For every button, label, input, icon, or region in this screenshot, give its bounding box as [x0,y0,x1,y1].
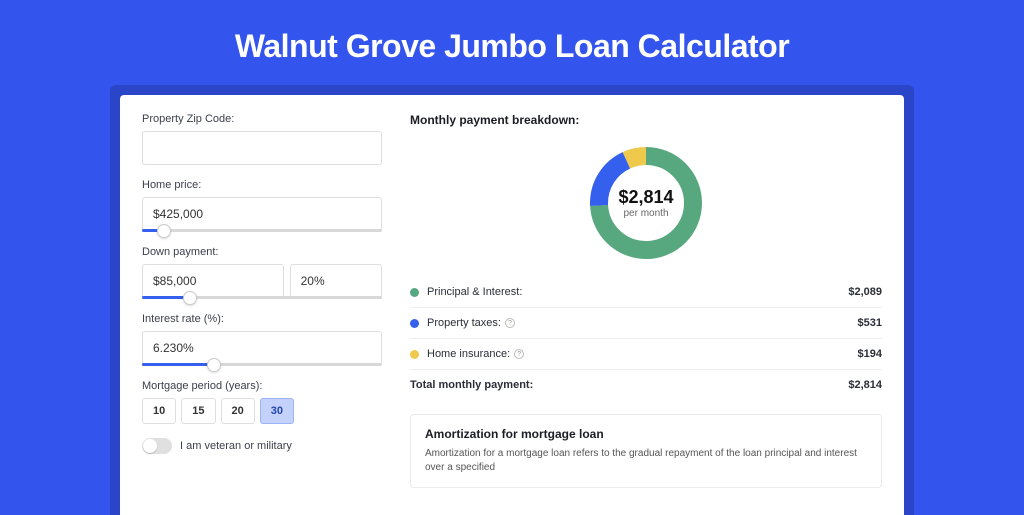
slider-thumb[interactable] [157,224,171,238]
amortization-text: Amortization for a mortgage loan refers … [425,447,867,475]
breakdown-label: Principal & Interest: [427,286,848,298]
interest-rate-input[interactable] [142,331,382,365]
down-payment-input[interactable] [142,264,284,298]
donut-chart-wrap: $2,814 per month [410,139,882,277]
info-icon[interactable]: ? [505,318,515,328]
breakdown-row: Principal & Interest:$2,089 [410,277,882,307]
home-price-slider[interactable] [142,229,382,232]
donut-amount: $2,814 [618,187,673,208]
color-swatch [410,288,419,297]
veteran-label: I am veteran or military [180,440,292,452]
breakdown-label: Home insurance:? [427,348,858,360]
interest-rate-label: Interest rate (%): [142,313,382,325]
breakdown-column: Monthly payment breakdown: $2,814 per mo… [410,113,882,515]
down-payment-pct-input[interactable] [290,264,382,298]
mortgage-period-field: Mortgage period (years): 10152030 [142,380,382,424]
interest-rate-field: Interest rate (%): [142,313,382,366]
inputs-column: Property Zip Code: Home price: Down paym… [142,113,382,515]
breakdown-row: Home insurance:?$194 [410,338,882,369]
breakdown-value: $531 [858,317,882,329]
donut-chart: $2,814 per month [586,143,706,263]
breakdown-value: $2,089 [848,286,882,298]
interest-rate-slider[interactable] [142,363,382,366]
home-price-label: Home price: [142,179,382,191]
page-title: Walnut Grove Jumbo Loan Calculator [0,0,1024,85]
breakdown-row: Property taxes:?$531 [410,307,882,338]
home-price-field: Home price: [142,179,382,232]
veteran-row: I am veteran or military [142,438,382,454]
down-payment-slider[interactable] [142,296,382,299]
total-label: Total monthly payment: [410,379,848,391]
slider-thumb[interactable] [183,291,197,305]
down-payment-label: Down payment: [142,246,382,258]
total-value: $2,814 [848,379,882,391]
mortgage-period-label: Mortgage period (years): [142,380,382,392]
amortization-card: Amortization for mortgage loan Amortizat… [410,414,882,488]
calculator-card: Property Zip Code: Home price: Down paym… [120,95,904,515]
period-btn-15[interactable]: 15 [181,398,215,424]
color-swatch [410,319,419,328]
toggle-knob [143,439,157,453]
donut-sublabel: per month [623,208,668,219]
breakdown-value: $194 [858,348,882,360]
card-frame: Property Zip Code: Home price: Down paym… [110,85,914,515]
period-btn-30[interactable]: 30 [260,398,294,424]
veteran-toggle[interactable] [142,438,172,454]
amortization-title: Amortization for mortgage loan [425,427,867,441]
total-row: Total monthly payment: $2,814 [410,369,882,400]
zip-input[interactable] [142,131,382,165]
slider-thumb[interactable] [207,358,221,372]
zip-label: Property Zip Code: [142,113,382,125]
breakdown-label: Property taxes:? [427,317,858,329]
period-btn-10[interactable]: 10 [142,398,176,424]
home-price-input[interactable] [142,197,382,231]
color-swatch [410,350,419,359]
info-icon[interactable]: ? [514,349,524,359]
zip-field: Property Zip Code: [142,113,382,165]
breakdown-title: Monthly payment breakdown: [410,113,882,127]
down-payment-field: Down payment: [142,246,382,299]
period-btn-20[interactable]: 20 [221,398,255,424]
